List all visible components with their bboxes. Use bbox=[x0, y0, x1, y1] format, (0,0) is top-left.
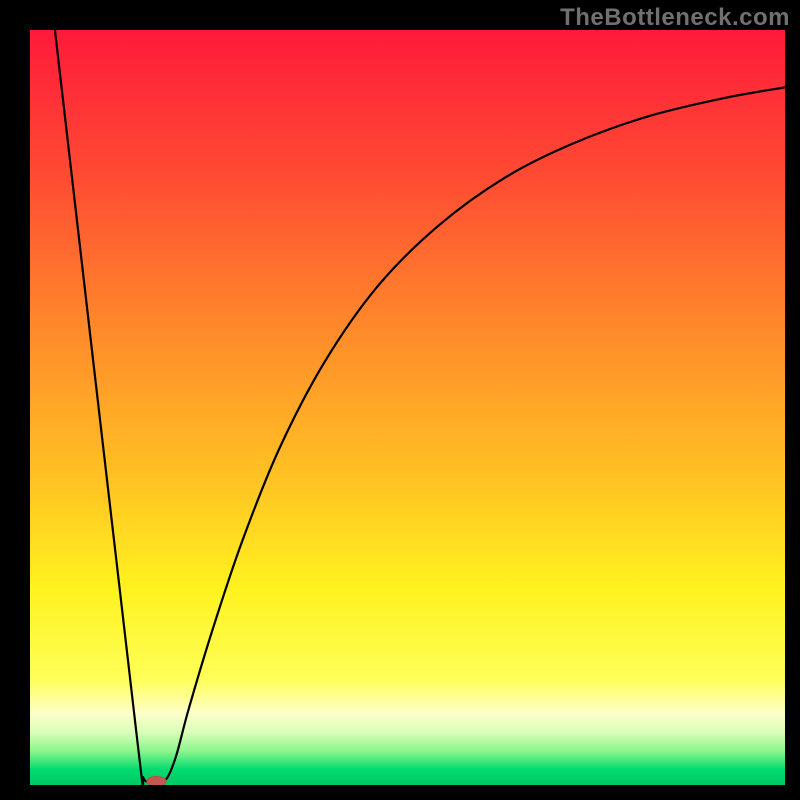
plot-background bbox=[30, 30, 785, 785]
plot-area bbox=[30, 30, 785, 785]
watermark-text: TheBottleneck.com bbox=[560, 4, 790, 32]
chart-container: TheBottleneck.com bbox=[0, 0, 800, 800]
line-chart bbox=[30, 30, 785, 785]
optimal-point-marker bbox=[147, 776, 167, 785]
